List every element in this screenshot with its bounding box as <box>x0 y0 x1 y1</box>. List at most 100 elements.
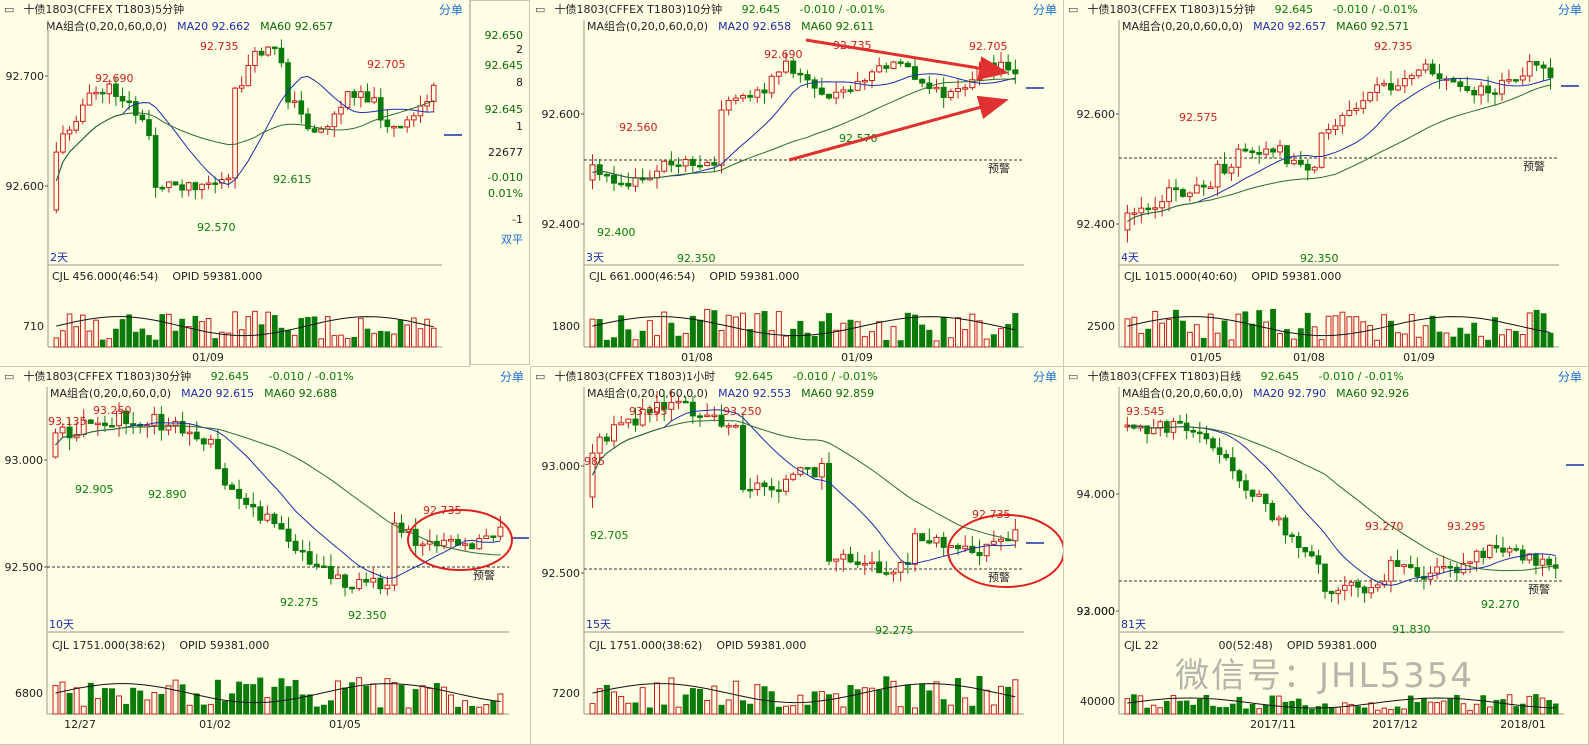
volume-bar <box>740 700 747 715</box>
ma-combo-label: MA组合(0,20,0,60,0,0) <box>1122 387 1244 400</box>
chart-panel-5min[interactable]: ▭ 十债1803(CFFEX T1803)5分钟 分单 MA组合(0,20,0,… <box>0 0 470 367</box>
candle-body <box>704 162 711 167</box>
volume-bar <box>424 318 430 348</box>
volume-bar <box>797 694 804 715</box>
candle-body <box>940 86 947 98</box>
candle-body <box>1429 63 1436 75</box>
candle-body <box>166 181 172 189</box>
trend-arrow-bottom <box>788 95 1009 162</box>
volume-bar <box>299 694 306 715</box>
candle-body <box>754 89 761 98</box>
volume-ma-line <box>592 316 1016 337</box>
volume-bar <box>426 687 433 715</box>
candle-body <box>106 83 113 95</box>
volume-bar <box>611 337 618 348</box>
volume-bar <box>1401 333 1408 348</box>
side-value: -1 <box>512 213 523 226</box>
candle-body <box>1367 92 1374 102</box>
candlestick-chart[interactable]: 93.000 92.500 预警 6800 93.135 93.250 92.905 92.8… <box>0 367 531 745</box>
candlestick-chart[interactable]: 92.700 92.600 710 92.735 92.690 92.705 92.615 9… <box>0 0 470 367</box>
candle-body <box>1414 567 1421 577</box>
candle-body <box>1150 427 1157 435</box>
candle-body <box>775 71 782 77</box>
volume-bar <box>126 314 132 348</box>
candlestick-chart[interactable]: 93.000 92.500 预警 7200 93.295 93.250 985 92.705 9… <box>531 367 1064 745</box>
candle-body <box>983 543 990 557</box>
chart-panel-10min[interactable]: ▭ 十债1803(CFFEX T1803)10分钟 92.645 -0.010 … <box>531 0 1064 367</box>
days-label: 3天 <box>586 251 604 264</box>
candle-body <box>962 87 969 90</box>
candle-body <box>861 563 868 566</box>
candle-body <box>1342 584 1348 591</box>
volume-bar <box>747 329 754 348</box>
side-value: 22677 <box>488 146 523 159</box>
candle-body <box>1500 547 1506 553</box>
volume-bar <box>732 316 739 348</box>
candle-body <box>668 402 675 410</box>
volume-bar <box>1157 707 1164 715</box>
volume-bar <box>1381 314 1387 348</box>
candle-body <box>469 543 476 550</box>
chart-panel-30min[interactable]: ▭ 十债1803(CFFEX T1803)30分钟 92.645 -0.010 … <box>0 367 531 745</box>
candle-body <box>448 539 454 542</box>
order-link[interactable]: 分单 <box>1557 3 1582 17</box>
candle-body <box>192 182 199 191</box>
volume-bar <box>1152 310 1159 348</box>
candle-body <box>682 400 689 404</box>
volume-ma-line <box>56 316 434 337</box>
volume-bar <box>320 704 327 715</box>
volume-bar <box>1408 314 1415 348</box>
candle-body <box>356 578 363 589</box>
ma-legend: MA组合(0,20,0,60,0,0) MA20 92.658 MA60 92.61… <box>587 18 874 34</box>
candle-body <box>1290 159 1297 165</box>
order-link[interactable]: 分单 <box>499 370 524 384</box>
candle-body <box>320 565 327 569</box>
volume-bar <box>940 699 947 715</box>
volume-bar <box>258 324 265 348</box>
volume-bar <box>86 330 93 348</box>
volume-bar <box>969 705 976 715</box>
candle-body <box>214 438 221 470</box>
ma-combo-label: MA组合(0,20,0,60,0,0) <box>46 20 168 33</box>
volume-bar <box>87 682 94 715</box>
y-tick-label: 92.600 <box>1077 108 1116 121</box>
volume-bar <box>1533 694 1539 715</box>
volume-bar <box>818 691 825 715</box>
volume-bar <box>159 314 166 348</box>
candle-body <box>826 93 833 99</box>
cjl-label: CJL 1751.000(38:62) <box>52 639 166 652</box>
order-link[interactable]: 分单 <box>438 3 463 17</box>
candle-body <box>285 62 291 103</box>
chart-panel-1hour[interactable]: ▭ 十债1803(CFFEX T1803)1小时 92.645 -0.010 /… <box>531 367 1064 745</box>
volume-bar <box>1381 707 1388 715</box>
candle-body <box>675 400 682 404</box>
candle-body <box>1381 83 1387 86</box>
candle-body <box>1179 189 1186 197</box>
candle-body <box>718 109 725 166</box>
volume-bar <box>689 688 696 715</box>
days-label: 4天 <box>1121 251 1139 264</box>
volume-bar <box>847 319 854 348</box>
volume-bar <box>391 333 397 348</box>
price-annotation: 92.350 <box>677 252 716 265</box>
candle-body <box>654 402 661 414</box>
order-link[interactable]: 分单 <box>1557 370 1582 384</box>
order-link[interactable]: 分单 <box>1032 3 1057 17</box>
candle-body <box>412 528 419 546</box>
volume-bar <box>1210 705 1216 715</box>
price-annotation: 92.570 <box>197 221 236 234</box>
candle-body <box>404 119 411 128</box>
side-value: 双平 <box>501 233 523 246</box>
order-link[interactable]: 分单 <box>1032 370 1057 384</box>
volume-bar <box>904 684 911 715</box>
volume-bar <box>990 334 997 348</box>
chart-panel-daily[interactable]: ▭ 十债1803(CFFEX T1803)日线 92.645 -0.010 / … <box>1064 367 1589 745</box>
chart-panel-15min[interactable]: ▭ 十债1803(CFFEX T1803)15分钟 92.645 -0.010 … <box>1064 0 1589 367</box>
volume-bar <box>790 705 797 715</box>
volume-bar <box>109 688 115 715</box>
candle-body <box>1415 69 1422 77</box>
volume-bar <box>833 329 840 348</box>
candlestick-chart[interactable]: 92.600 92.400 预警 2500 92.735 92.575 92.350 4天 01… <box>1064 0 1589 367</box>
